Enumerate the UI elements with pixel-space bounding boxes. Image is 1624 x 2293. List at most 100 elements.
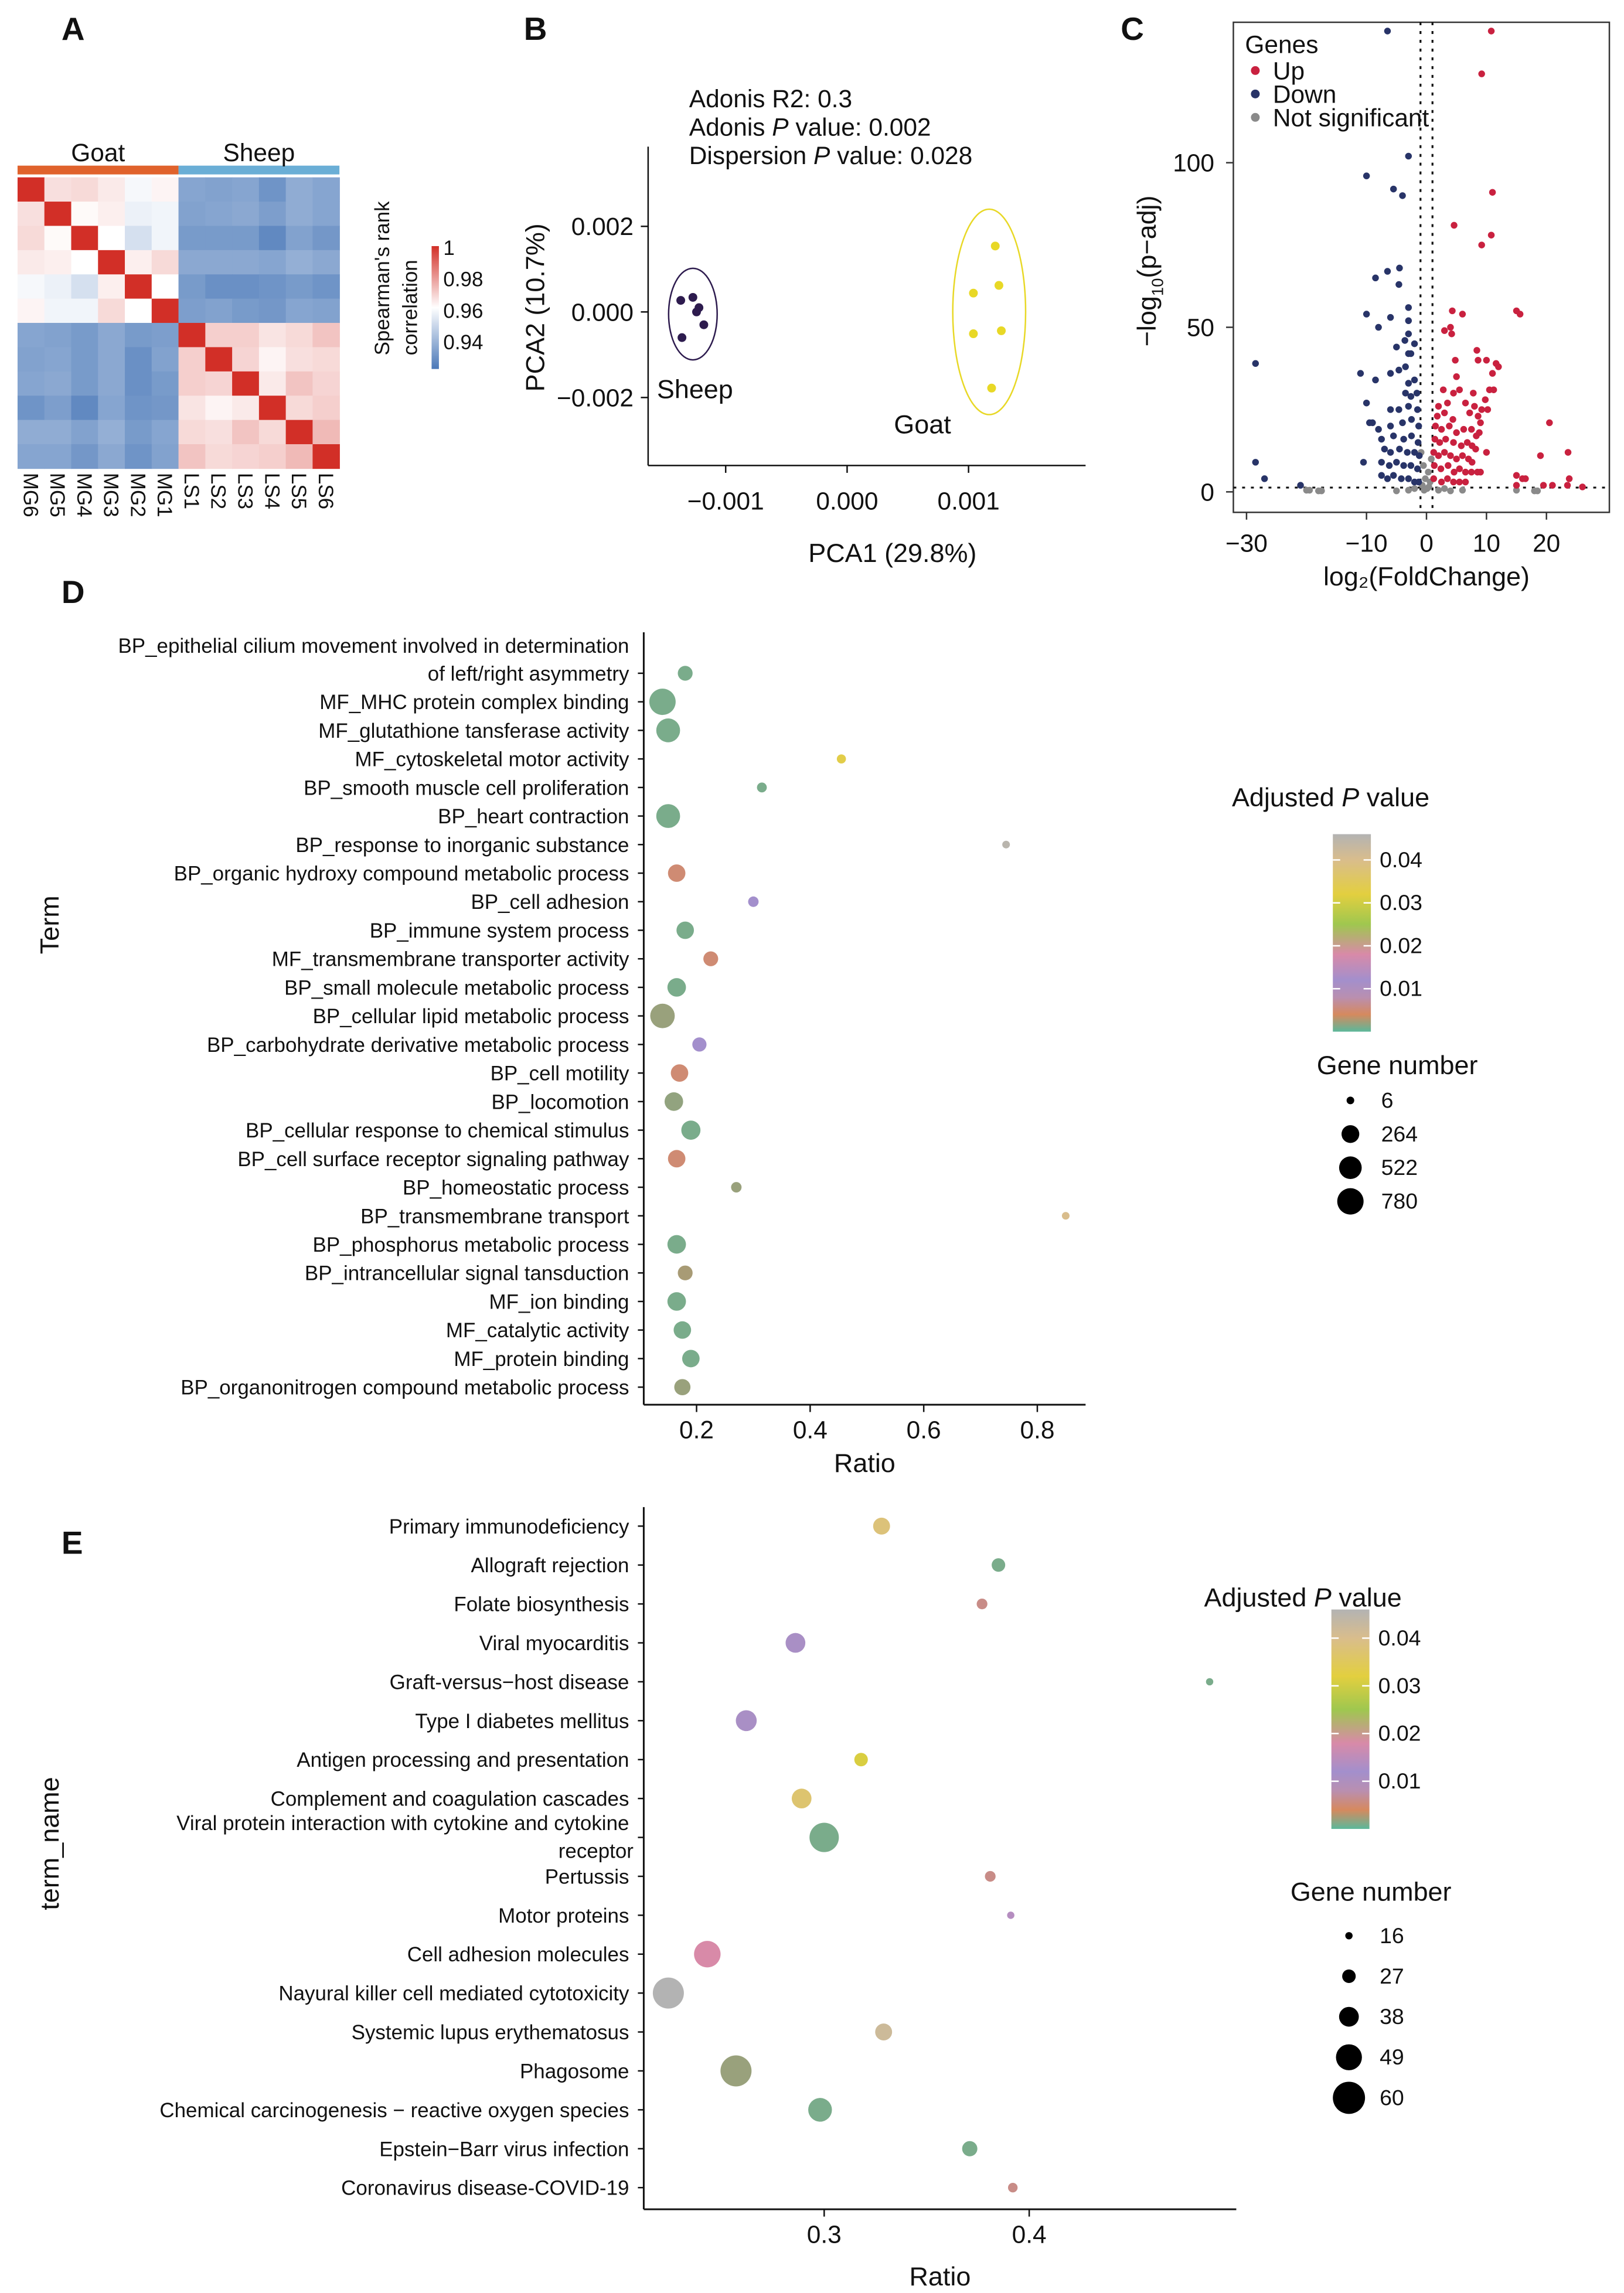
- gene-point-down: [1408, 432, 1415, 439]
- panel-c-volcano: −30 −10 0 10 20050100log₂(FoldChange)−log10(…: [1132, 21, 1611, 591]
- point-goat: [994, 281, 1003, 290]
- gene-point-up: [1564, 449, 1572, 456]
- gene-point-down: [1399, 419, 1406, 427]
- gene-point-up: [1483, 449, 1490, 456]
- heatmap-cell: [258, 250, 287, 275]
- heatmap-cell: [285, 420, 314, 445]
- heatmap-cell: [71, 250, 99, 275]
- gene-point-up: [1441, 327, 1448, 334]
- term-bubble: [668, 864, 686, 882]
- y-tick-label: 0.000: [571, 298, 634, 326]
- term-label: Motor proteins: [498, 1904, 629, 1927]
- legend-title-text: Adjusted: [1204, 1583, 1314, 1613]
- legend-swatch: [1251, 89, 1260, 98]
- term-bubble: [692, 1037, 707, 1052]
- term-bubble: [962, 2141, 978, 2156]
- gene-point-down: [1399, 192, 1406, 199]
- heatmap-cell: [17, 226, 45, 251]
- annotation-text: Adonis: [689, 113, 772, 141]
- term-label: MF_protein binding: [454, 1348, 629, 1371]
- heatmap-cell: [285, 371, 314, 396]
- colorbar-tick-label: 0.02: [1378, 1721, 1421, 1746]
- heatmap-cell: [178, 347, 206, 372]
- term-bubble: [720, 2055, 752, 2087]
- heatmap-cell: [125, 444, 152, 469]
- term-label: BP_homeostatic process: [403, 1177, 629, 1200]
- term-label: BP_heart contraction: [438, 805, 629, 828]
- gene-point-up: [1462, 468, 1469, 476]
- gene-point-down: [1387, 314, 1394, 321]
- heatmap-cell: [44, 323, 72, 348]
- y-axis-label: term_name: [35, 1777, 64, 1910]
- colorbar-tick-label: 0.02: [1380, 933, 1422, 958]
- gene-point-up: [1442, 435, 1449, 443]
- x-tick-label: −10: [1346, 530, 1388, 557]
- gene-point-down: [1413, 390, 1421, 397]
- gene-point-down: [1252, 459, 1259, 466]
- term-bubble: [1061, 1212, 1070, 1220]
- gene-point-up: [1431, 462, 1438, 469]
- gene-point-up: [1444, 399, 1451, 407]
- gene-point-down: [1387, 406, 1394, 413]
- heatmap-cell: [98, 226, 125, 251]
- term-bubble: [650, 1003, 675, 1028]
- heatmap-cell: [71, 396, 99, 421]
- heatmap-cell: [98, 323, 125, 348]
- gene-point-down: [1393, 459, 1400, 466]
- term-bubble: [694, 1941, 721, 1968]
- term-label: BP_cell motility: [491, 1062, 629, 1085]
- column-label: MG3: [100, 473, 122, 517]
- term-label: MF_transmembrane transporter activity: [272, 948, 629, 971]
- heatmap-cell: [205, 226, 233, 251]
- gene-point-up: [1495, 363, 1502, 370]
- gene-point-up: [1537, 452, 1544, 459]
- term-label: MF_cytoskeletal motor activity: [355, 748, 629, 771]
- heatmap-cell: [205, 250, 233, 275]
- annotation-text: Adonis R2: 0.3: [689, 85, 852, 113]
- heatmap-cell: [44, 371, 72, 396]
- group-label: Goat: [71, 139, 125, 166]
- gene-point-up: [1477, 468, 1484, 476]
- term-bubble: [682, 1350, 700, 1368]
- gene-point-up: [1487, 28, 1495, 35]
- gene-point-not-significant: [1420, 462, 1427, 469]
- gene-point-up: [1441, 449, 1448, 456]
- gene-point-down: [1405, 317, 1412, 325]
- heatmap-cell: [285, 226, 314, 251]
- stat-annotation: Dispersion P value: 0.028: [689, 142, 972, 169]
- term-label: Primary immunodeficiency: [389, 1515, 629, 1538]
- gene-point-up: [1484, 406, 1492, 413]
- gene-point-up: [1460, 425, 1468, 433]
- gene-point-down: [1378, 435, 1385, 443]
- term-label: BP_intrancellular signal tansduction: [305, 1262, 629, 1285]
- heatmap-cell: [98, 177, 125, 202]
- heatmap-cell: [151, 177, 179, 202]
- gene-point-up: [1468, 468, 1475, 476]
- term-label: Phagosome: [520, 2060, 629, 2083]
- term-bubble: [656, 718, 680, 742]
- term-label: Coronavirus disease-COVID-19: [341, 2177, 629, 2200]
- gene-point-up: [1478, 241, 1485, 248]
- y-tick-label: 0: [1200, 478, 1214, 506]
- legend-title-text: value: [1359, 782, 1429, 812]
- term-bubble: [736, 1710, 757, 1732]
- gene-point-up: [1490, 386, 1497, 393]
- gene-point-up: [1451, 222, 1458, 229]
- gene-point-up: [1472, 445, 1479, 453]
- gene-point-up: [1434, 413, 1441, 420]
- heatmap-cell: [44, 420, 72, 445]
- gene-point-up: [1431, 435, 1439, 443]
- gene-point-down: [1407, 393, 1415, 400]
- x-tick-label: −0.001: [687, 487, 764, 515]
- heatmap-cell: [151, 323, 179, 348]
- term-label: BP_smooth muscle cell proliferation: [304, 776, 629, 799]
- heatmap-cell: [205, 420, 233, 445]
- gene-point-down: [1375, 425, 1382, 433]
- x-tick-label: 0.3: [807, 2221, 842, 2248]
- gene-point-up: [1439, 386, 1447, 393]
- gene-point-down: [1411, 340, 1418, 347]
- gene-point-up: [1469, 459, 1476, 466]
- panel-label-e: E: [62, 1525, 83, 1561]
- x-tick-label: 0.4: [793, 1416, 828, 1444]
